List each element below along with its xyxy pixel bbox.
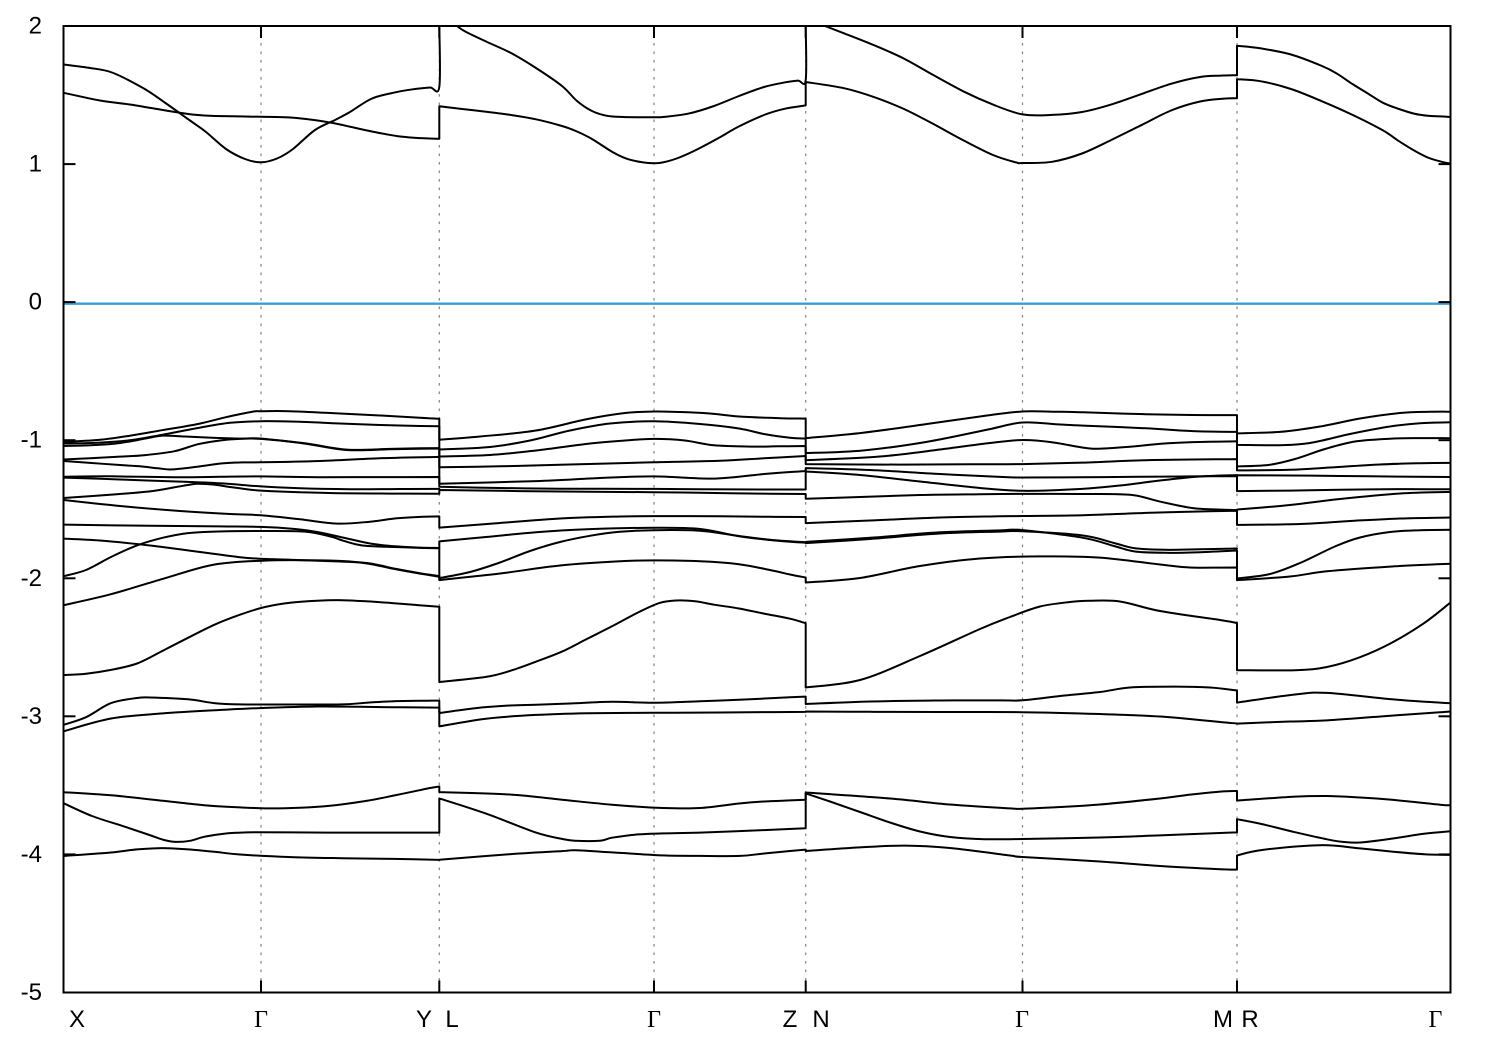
- svg-text:Γ: Γ: [1428, 1007, 1442, 1033]
- svg-text:-3: -3: [21, 703, 42, 730]
- svg-text:2: 2: [29, 13, 42, 40]
- svg-text:-2: -2: [21, 565, 42, 592]
- svg-text:-4: -4: [21, 841, 42, 868]
- svg-text:X: X: [69, 1006, 85, 1033]
- svg-text:N: N: [812, 1006, 829, 1033]
- svg-text:L: L: [445, 1006, 458, 1033]
- svg-text:Y: Y: [416, 1006, 432, 1033]
- svg-text:R: R: [1241, 1006, 1258, 1033]
- svg-text:Z: Z: [783, 1006, 798, 1033]
- svg-text:M: M: [1213, 1006, 1233, 1033]
- svg-text:Γ: Γ: [1015, 1007, 1029, 1033]
- svg-text:0: 0: [29, 289, 42, 316]
- svg-text:Γ: Γ: [647, 1007, 661, 1033]
- svg-text:1: 1: [29, 151, 42, 178]
- svg-text:Γ: Γ: [254, 1007, 268, 1033]
- svg-text:-5: -5: [21, 979, 42, 1006]
- svg-text:-1: -1: [21, 427, 42, 454]
